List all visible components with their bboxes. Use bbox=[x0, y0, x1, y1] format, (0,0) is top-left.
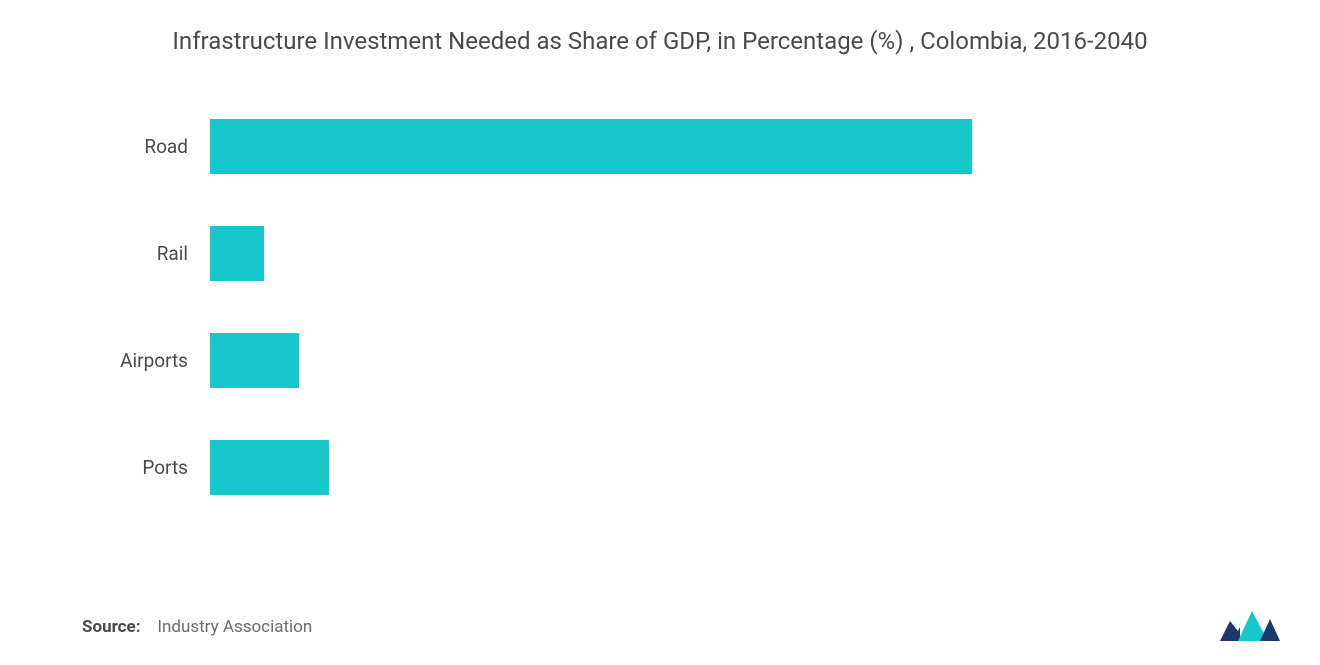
logo-mountain-right bbox=[1260, 619, 1280, 641]
source-text: Industry Association bbox=[157, 617, 312, 637]
bar-row: Airports bbox=[115, 333, 1200, 388]
bar-track bbox=[210, 333, 1200, 388]
logo-mountain-left bbox=[1220, 621, 1240, 641]
source-citation: Source: Industry Association bbox=[82, 617, 312, 637]
bar-track bbox=[210, 119, 1200, 174]
bar-label-road: Road bbox=[115, 135, 210, 158]
source-label: Source: bbox=[82, 617, 140, 637]
bar-fill-ports bbox=[210, 440, 329, 495]
bar-label-rail: Rail bbox=[115, 242, 210, 265]
bar-track bbox=[210, 226, 1200, 281]
bar-fill-airports bbox=[210, 333, 299, 388]
bar-label-airports: Airports bbox=[115, 349, 210, 372]
bar-fill-rail bbox=[210, 226, 264, 281]
brand-logo-icon bbox=[1220, 603, 1280, 645]
bars-area: Road Rail Airports Ports bbox=[60, 119, 1260, 495]
bar-track bbox=[210, 440, 1200, 495]
bar-row: Road bbox=[115, 119, 1200, 174]
bar-label-ports: Ports bbox=[115, 456, 210, 479]
chart-title: Infrastructure Investment Needed as Shar… bbox=[60, 25, 1260, 59]
bar-row: Ports bbox=[115, 440, 1200, 495]
bar-fill-road bbox=[210, 119, 972, 174]
bar-row: Rail bbox=[115, 226, 1200, 281]
chart-container: Infrastructure Investment Needed as Shar… bbox=[0, 0, 1320, 665]
